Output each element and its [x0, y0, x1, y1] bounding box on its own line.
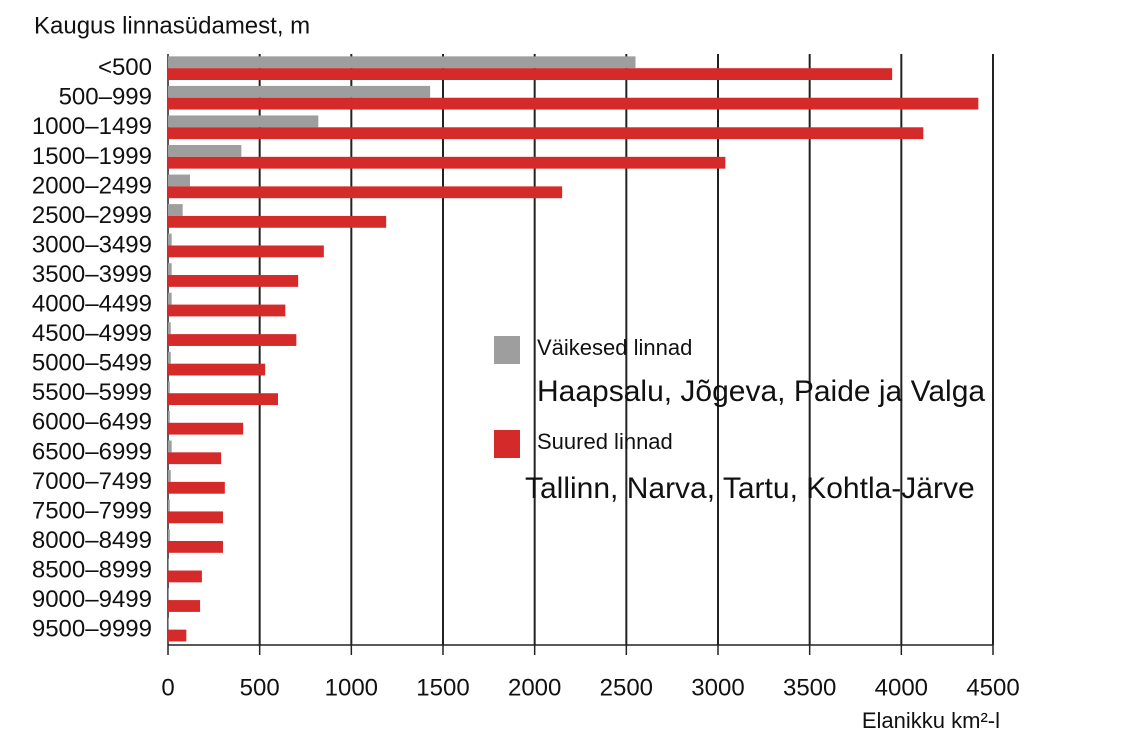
bar [168, 422, 244, 435]
bar [168, 245, 324, 258]
bar [168, 499, 170, 512]
bar [168, 263, 172, 276]
bar [168, 322, 171, 335]
bar [168, 275, 299, 287]
y-tick-label: 6000–6499 [32, 409, 152, 436]
bar [168, 156, 726, 169]
bar [168, 85, 431, 98]
bar [168, 186, 563, 199]
bar [168, 174, 190, 187]
bar [168, 629, 187, 642]
x-tick-label: 500 [240, 674, 280, 701]
chart-title: Kaugus linnasüdamest, m [34, 12, 310, 39]
y-tick-label: 3500–3999 [32, 261, 152, 288]
x-tick-label: 1500 [416, 674, 469, 701]
y-tick-label: 9000–9499 [32, 586, 152, 613]
bar [168, 56, 636, 69]
bar [168, 334, 297, 346]
x-axis-label: Elanikku km²-l [862, 708, 1000, 733]
x-tick-label: 3000 [691, 674, 744, 701]
y-tick-label: 8500–8999 [32, 556, 152, 583]
bar [168, 393, 278, 406]
bar [168, 440, 172, 453]
y-tick-label: 5500–5999 [32, 379, 152, 406]
bar [168, 363, 266, 376]
bar [168, 127, 924, 140]
legend-description: Tallinn, Narva, Tartu, Kohtla-Järve [525, 472, 975, 505]
bar [168, 381, 170, 394]
y-tick-label: 5000–5499 [32, 350, 152, 377]
bar [168, 292, 172, 305]
bar [168, 452, 222, 465]
legend-label: Suured linnad [537, 429, 673, 454]
y-tick-label: 8000–8499 [32, 527, 152, 554]
bar [168, 215, 387, 228]
y-tick-label: 1000–1499 [32, 113, 152, 140]
bar [168, 540, 223, 553]
y-tick-label: 3000–3499 [32, 231, 152, 258]
x-tick-label: 4500 [966, 674, 1019, 701]
y-tick-label: 2000–2499 [32, 172, 152, 199]
bar [168, 529, 170, 541]
bar [168, 588, 169, 601]
y-tick-label: 1500–1999 [32, 143, 152, 170]
y-tick-label: 7000–7499 [32, 468, 152, 495]
bar [168, 145, 242, 157]
y-tick-label: <500 [98, 54, 152, 81]
x-tick-label: 2500 [600, 674, 653, 701]
bar [168, 470, 171, 482]
bar [168, 351, 171, 364]
bar [168, 410, 170, 423]
x-tick-label: 4000 [875, 674, 928, 701]
bar [168, 511, 223, 524]
bar [168, 204, 183, 216]
legend-label: Väikesed linnad [537, 335, 692, 360]
y-tick-label: 2500–2999 [32, 202, 152, 229]
x-tick-label: 1000 [325, 674, 378, 701]
bar [168, 68, 893, 81]
y-tick-label: 7500–7999 [32, 497, 152, 524]
x-tick-label: 2000 [508, 674, 561, 701]
bar [168, 304, 286, 317]
bar [168, 600, 201, 612]
y-tick-label: 6500–6999 [32, 438, 152, 465]
bar [168, 233, 172, 246]
legend-swatch [494, 336, 520, 364]
legend-description: Haapsalu, Jõgeva, Paide ja Valga [537, 375, 985, 408]
y-tick-label: 500–999 [59, 84, 152, 111]
legend-swatch [494, 430, 520, 458]
y-tick-label: 4500–4999 [32, 320, 152, 347]
bar [168, 97, 979, 110]
y-tick-label: 4000–4499 [32, 291, 152, 318]
bar [168, 115, 319, 128]
bar [168, 617, 169, 630]
x-tick-label: 0 [161, 674, 174, 701]
bar [168, 558, 169, 571]
x-tick-label: 3500 [783, 674, 836, 701]
bar [168, 481, 225, 494]
y-tick-label: 9500–9999 [32, 616, 152, 643]
bar [168, 570, 202, 583]
